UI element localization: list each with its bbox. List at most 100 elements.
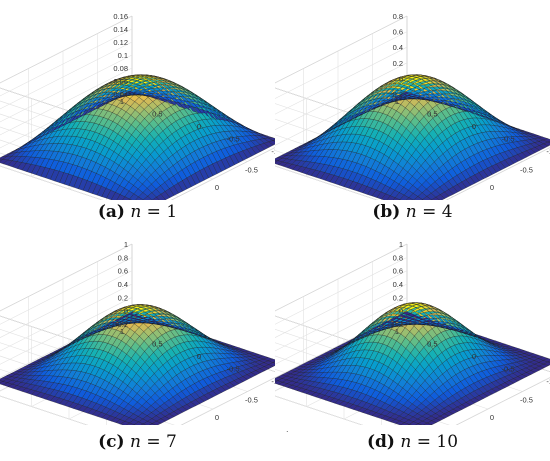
z-tick-label: 0.6 xyxy=(393,28,403,37)
panel-b: -0.200.20.40.60.810.50-0.5-1-1-0.500.51 … xyxy=(275,0,550,230)
caption-variable: n xyxy=(400,432,412,452)
y-tick-label: 0 xyxy=(215,413,219,422)
surface xyxy=(0,74,275,200)
caption-variable: n xyxy=(130,432,141,452)
y-tick-label: 0 xyxy=(490,413,494,422)
z-tick-label: 1 xyxy=(399,240,403,249)
tick-labels: -0.200.20.40.60.810.50-0.5-1-1-0.500.51 xyxy=(390,12,550,192)
y-tick-label: 0 xyxy=(490,183,494,192)
y-tick-label: -0.5 xyxy=(520,166,533,175)
surface xyxy=(275,302,550,425)
surface-plot-a: 0.040.060.080.10.120.140.1610.50-0.5-1-1… xyxy=(0,12,275,200)
z-tick-label: 0.8 xyxy=(393,253,403,262)
z-tick-label: 0.06 xyxy=(113,77,128,86)
y-tick-label: 0 xyxy=(215,183,219,192)
x-tick-label: 0 xyxy=(197,352,201,361)
caption-value: 4 xyxy=(441,202,453,222)
tick-labels: 0.040.060.080.10.120.140.1610.50-0.5-1-1… xyxy=(113,12,275,192)
surface-plot-b: -0.200.20.40.60.810.50-0.5-1-1-0.500.51 xyxy=(275,12,550,200)
x-tick-label: -1 xyxy=(271,147,275,156)
x-tick-label: 0.5 xyxy=(152,110,162,119)
z-tick-label: 0.4 xyxy=(393,43,403,52)
stray-mark: . xyxy=(286,425,289,434)
caption-label: (a) xyxy=(97,202,125,222)
z-tick-label: 0.4 xyxy=(393,280,403,289)
surface-patch xyxy=(272,139,275,142)
z-tick-label: 0.6 xyxy=(393,267,403,276)
x-tick-label: -1 xyxy=(546,147,550,156)
x-tick-label: -0.5 xyxy=(502,135,515,144)
surface xyxy=(275,74,550,200)
z-tick-label: -0.2 xyxy=(390,320,403,329)
z-tick-label: 0.14 xyxy=(113,25,128,34)
z-tick-label: 0.1 xyxy=(118,51,128,60)
x-tick-label: 1 xyxy=(395,97,399,106)
caption-label: (c) xyxy=(98,432,125,452)
x-tick-label: -0.5 xyxy=(502,365,515,374)
caption-variable: n xyxy=(130,202,142,222)
z-tick-label: 0.4 xyxy=(118,280,128,289)
z-tick-label: 0.8 xyxy=(118,253,128,262)
z-tick-label: -0.2 xyxy=(115,320,128,329)
surface-patch xyxy=(152,196,160,200)
z-tick-label: 0.16 xyxy=(113,12,128,21)
caption-value: 10 xyxy=(436,432,459,452)
caption-equals: = xyxy=(141,202,167,222)
x-tick-label: 0.5 xyxy=(427,110,437,119)
z-tick-label: 0.12 xyxy=(113,38,128,47)
z-tick-label: -0.2 xyxy=(390,90,403,99)
caption-b: (b) n = 4 xyxy=(275,202,550,222)
z-tick-label: 0 xyxy=(399,74,403,83)
caption-variable: n xyxy=(405,202,417,222)
x-tick-label: 1 xyxy=(395,327,399,336)
surface-patch xyxy=(268,362,275,367)
z-tick-label: 0.2 xyxy=(118,293,128,302)
x-tick-label: 0 xyxy=(472,352,476,361)
y-tick-label: -0.5 xyxy=(245,396,258,405)
z-tick-label: 0.6 xyxy=(118,267,128,276)
surface-patch xyxy=(543,361,550,366)
surface-patch xyxy=(268,140,275,146)
z-tick-label: 0.8 xyxy=(393,12,403,21)
caption-label: (d) xyxy=(366,432,395,452)
x-tick-label: 0 xyxy=(472,122,476,131)
y-tick-label: -0.5 xyxy=(245,166,258,175)
panel-a: 0.040.060.080.10.120.140.1610.50-0.5-1-1… xyxy=(0,0,275,230)
caption-d: (d) n = 10 xyxy=(275,432,550,452)
caption-value: 7 xyxy=(166,432,177,452)
x-tick-label: -0.5 xyxy=(227,135,240,144)
z-tick-label: 0 xyxy=(399,307,403,316)
caption-equals: = xyxy=(411,432,437,452)
z-tick-label: 0 xyxy=(124,307,128,316)
z-tick-label: 1 xyxy=(124,240,128,249)
x-tick-label: 1 xyxy=(120,327,124,336)
z-tick-label: 0.2 xyxy=(393,293,403,302)
x-tick-label: -1 xyxy=(546,377,550,386)
surface-patch xyxy=(543,141,550,147)
x-tick-label: 1 xyxy=(120,97,124,106)
caption-label: (b) xyxy=(372,202,401,222)
x-tick-label: -0.5 xyxy=(227,365,240,374)
caption-value: 1 xyxy=(166,202,178,222)
surface xyxy=(0,304,275,425)
y-tick-label: -0.5 xyxy=(520,396,533,405)
surface-patch xyxy=(141,423,147,425)
x-tick-label: -1 xyxy=(271,377,275,386)
z-tick-label: 0.2 xyxy=(393,59,403,68)
panel-d: -0.200.20.40.60.8110.50-0.5-1-1-0.500.51… xyxy=(275,235,550,461)
caption-equals: = xyxy=(140,432,167,452)
x-tick-label: 0.5 xyxy=(427,340,437,349)
z-tick-label: 0.04 xyxy=(113,90,128,99)
x-tick-label: 0 xyxy=(197,122,201,131)
caption-a: (a) n = 1 xyxy=(0,202,275,222)
x-tick-label: 0.5 xyxy=(152,340,162,349)
caption-equals: = xyxy=(416,202,442,222)
z-tick-label: 0.08 xyxy=(113,64,128,73)
surface-patch xyxy=(272,361,275,364)
panel-c: -0.200.20.40.60.8110.50-0.5-1-1-0.500.51… xyxy=(0,235,275,461)
caption-c: (c) n = 7 xyxy=(0,432,275,452)
